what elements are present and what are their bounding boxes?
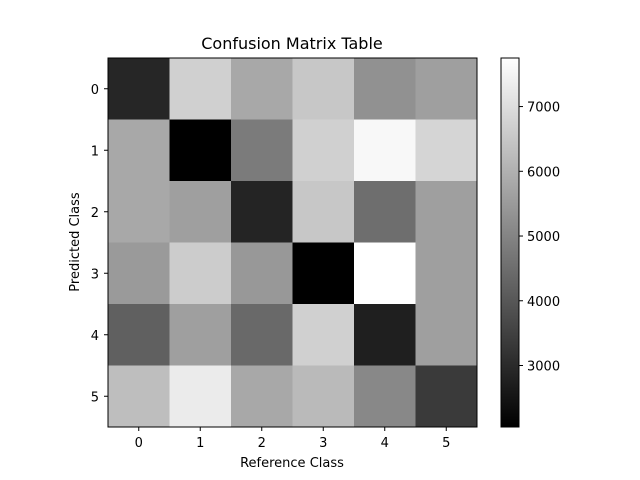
x-tick-label-5: 5 [442,436,450,451]
heatmap-cells [108,58,478,428]
heatmap-cell-3-1 [169,242,232,305]
heatmap-cell-2-4 [354,181,416,243]
heatmap-cell-0-1 [169,58,232,120]
colorbar-tick-label-3: 6000 [527,165,560,180]
y-tick-label-4: 4 [91,329,99,344]
heatmap-cell-3-5 [415,242,478,305]
chart-title: Confusion Matrix Table [201,34,383,53]
x-tick-label-0: 0 [135,436,143,451]
heatmap-cell-5-2 [231,365,293,428]
heatmap-cell-5-4 [354,365,416,428]
heatmap-cell-1-1 [169,119,232,182]
x-tick-label-4: 4 [381,436,389,451]
heatmap-cell-4-5 [415,304,478,366]
x-axis-label: Reference Class [240,456,344,471]
heatmap-cell-4-0 [108,304,170,366]
x-tick-label-1: 1 [196,436,204,451]
y-tick-label-0: 0 [91,83,99,98]
colorbar-tick-label-4: 7000 [527,101,560,116]
heatmap-cell-1-3 [292,119,355,182]
heatmap-cell-4-1 [169,304,232,366]
y-axis-label: Predicted Class [68,192,83,292]
y-tick-label-1: 1 [91,144,99,159]
heatmap-cell-3-0 [108,242,170,305]
x-tick-label-3: 3 [319,436,327,451]
heatmap-cell-1-2 [231,119,293,182]
heatmap-cell-0-4 [354,58,416,120]
heatmap-cell-2-1 [169,181,232,243]
y-tick-label-2: 2 [91,206,99,221]
heatmap-cell-4-3 [292,304,355,366]
heatmap-cell-0-2 [231,58,293,120]
heatmap-cell-4-4 [354,304,416,366]
heatmap-cell-3-2 [231,242,293,305]
colorbar [500,57,520,428]
heatmap-cell-2-2 [231,181,293,243]
colorbar-ticks: 3000 4000 5000 6000 7000 [519,101,560,375]
heatmap-cell-4-2 [231,304,293,366]
heatmap-cell-5-1 [169,365,232,428]
heatmap-cell-0-0 [108,58,170,120]
x-axis-ticks: 0 1 2 3 4 5 [135,427,450,451]
heatmap-cell-5-0 [108,365,170,428]
heatmap-cell-3-3 [292,242,355,305]
heatmap-cell-3-4 [354,242,416,305]
heatmap-cell-2-5 [415,181,478,243]
y-axis-ticks: 0 1 2 3 4 5 [91,83,108,405]
colorbar-tick-label-2: 5000 [527,230,560,245]
heatmap-cell-1-0 [108,119,170,182]
heatmap-cell-2-0 [108,181,170,243]
heatmap-cell-2-3 [292,181,355,243]
heatmap-cell-1-4 [354,119,416,182]
plot-frame [107,57,478,428]
heatmap-cell-0-3 [292,58,355,120]
colorbar-tick-label-0: 3000 [527,360,560,375]
heatmap-cell-5-5 [415,365,478,428]
x-tick-label-2: 2 [258,436,266,451]
y-tick-label-3: 3 [91,267,99,282]
heatmap-cell-1-5 [415,119,478,182]
heatmap-cell-0-5 [415,58,478,120]
heatmap-cell-5-3 [292,365,355,428]
y-tick-label-5: 5 [91,390,99,405]
colorbar-tick-label-1: 4000 [527,295,560,310]
